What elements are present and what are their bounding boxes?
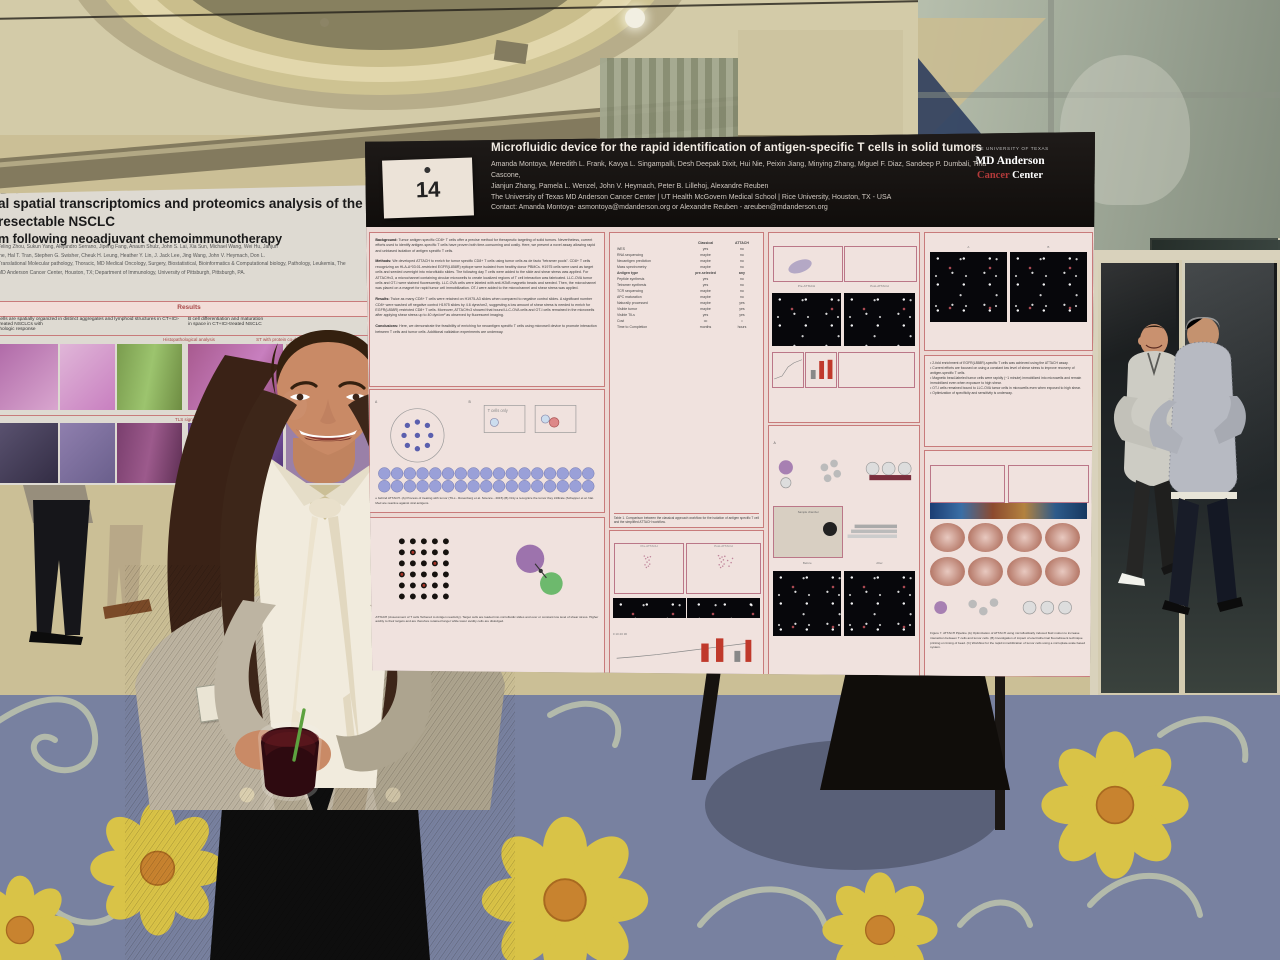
svg-text:T cells only: T cells only <box>487 409 508 414</box>
